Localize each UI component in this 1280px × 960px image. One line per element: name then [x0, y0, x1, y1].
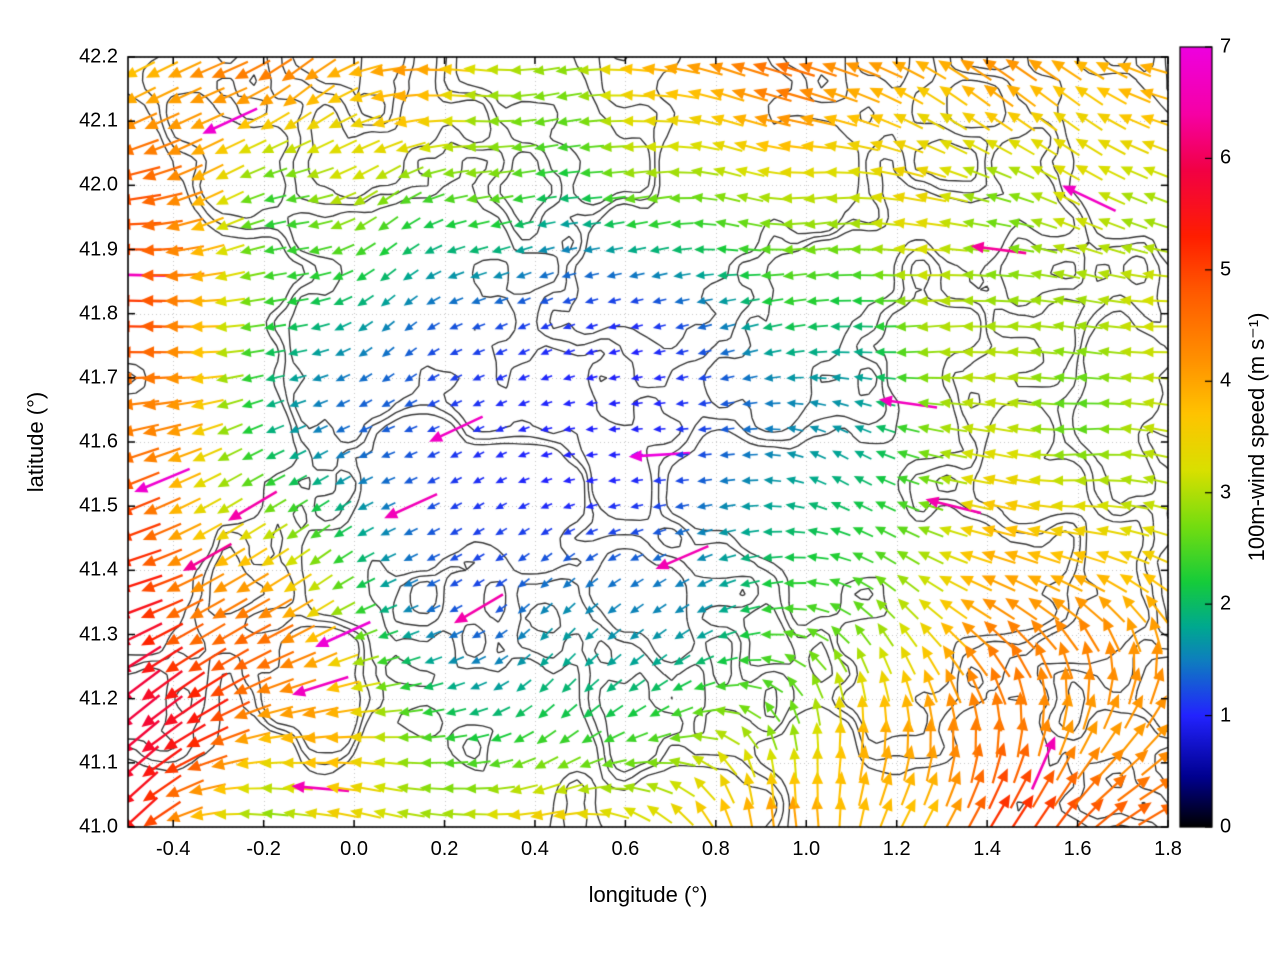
x-axis-label: longitude (°): [588, 882, 708, 907]
colorbar-label: 100m-wind speed (m s⁻¹): [1244, 312, 1269, 562]
y-axis-label: latitude (°): [23, 391, 48, 493]
